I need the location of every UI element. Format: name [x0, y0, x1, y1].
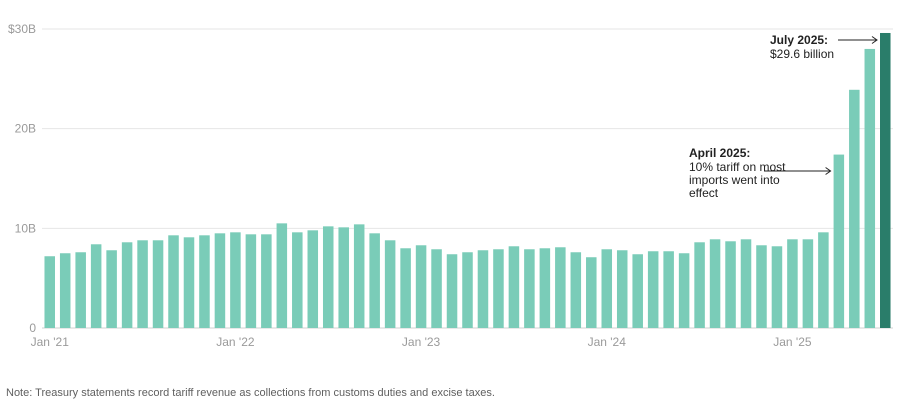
bar	[338, 227, 349, 328]
x-tick-label: Jan '23	[402, 335, 441, 349]
bar	[632, 254, 643, 328]
bar	[802, 239, 814, 328]
bar	[616, 250, 628, 328]
bar	[524, 249, 535, 328]
bar	[168, 235, 179, 328]
bar	[880, 32, 891, 329]
annotation-title: April 2025:	[689, 146, 750, 160]
bar	[601, 249, 613, 328]
bar	[849, 89, 860, 329]
bar	[183, 237, 195, 328]
bar	[152, 240, 164, 328]
y-tick-label: 10B	[15, 221, 36, 235]
bar	[756, 245, 767, 328]
bar	[555, 247, 566, 328]
arrow-head	[825, 167, 832, 175]
bar	[59, 253, 71, 328]
bar	[369, 233, 380, 328]
bar	[678, 253, 690, 328]
x-tick-label: Jan '25	[773, 335, 812, 349]
y-tick-label: 20B	[15, 122, 36, 136]
bar	[431, 249, 442, 328]
bar	[261, 234, 272, 328]
bar	[709, 239, 721, 328]
bar	[137, 240, 148, 328]
bar	[833, 154, 845, 328]
x-tick-label: Jan '21	[31, 335, 70, 349]
bar	[864, 48, 876, 328]
bar	[787, 239, 798, 328]
bars	[44, 32, 891, 329]
bar	[400, 248, 411, 328]
bar	[276, 223, 288, 328]
bar	[292, 232, 303, 328]
bar	[75, 252, 86, 328]
bar	[694, 242, 705, 328]
x-axis-labels: Jan '21 Jan '22 Jan '23 Jan '24 Jan '25	[31, 335, 812, 349]
footnote: Note: Treasury statements record tariff …	[6, 387, 495, 399]
annotation-title: July 2025:	[770, 33, 828, 47]
bar	[90, 244, 102, 328]
bar	[508, 246, 520, 328]
bar	[740, 239, 752, 328]
bar	[199, 235, 210, 328]
bar	[44, 256, 55, 328]
bar	[725, 241, 736, 328]
y-tick-label: 0	[29, 321, 36, 335]
bar	[539, 248, 551, 328]
bar	[353, 224, 365, 328]
bar	[121, 242, 133, 328]
annotation-text: effect	[689, 186, 719, 200]
annotation-text: imports went into	[689, 173, 780, 187]
bar	[415, 245, 427, 328]
bar	[818, 232, 829, 328]
bar	[570, 252, 582, 328]
x-tick-label: Jan '22	[216, 335, 255, 349]
bar	[647, 251, 659, 328]
bar	[462, 252, 473, 328]
bar	[106, 250, 117, 328]
bar	[493, 249, 504, 328]
bar	[477, 250, 489, 328]
bar	[663, 251, 674, 328]
annotations: July 2025:$29.6 billion April 2025:10% ta…	[689, 33, 878, 200]
bar	[245, 234, 257, 328]
annotation-text: $29.6 billion	[770, 47, 834, 61]
bar-chart: 0 10B 20B $30B Jan '21 Jan '22 Jan '23 Jan '24…	[8, 22, 893, 349]
bar	[771, 246, 783, 328]
bar	[384, 240, 396, 328]
bar	[586, 257, 597, 328]
bar	[230, 232, 241, 328]
y-tick-label: $30B	[8, 22, 36, 36]
bar	[322, 226, 334, 328]
annotation-text: 10% tariff on most	[689, 160, 786, 174]
x-tick-label: Jan '24	[588, 335, 627, 349]
bar	[214, 233, 226, 328]
y-axis-labels: 0 10B 20B $30B	[8, 22, 36, 335]
arrow-head	[871, 36, 878, 44]
bar	[446, 254, 458, 328]
bar	[307, 230, 319, 328]
